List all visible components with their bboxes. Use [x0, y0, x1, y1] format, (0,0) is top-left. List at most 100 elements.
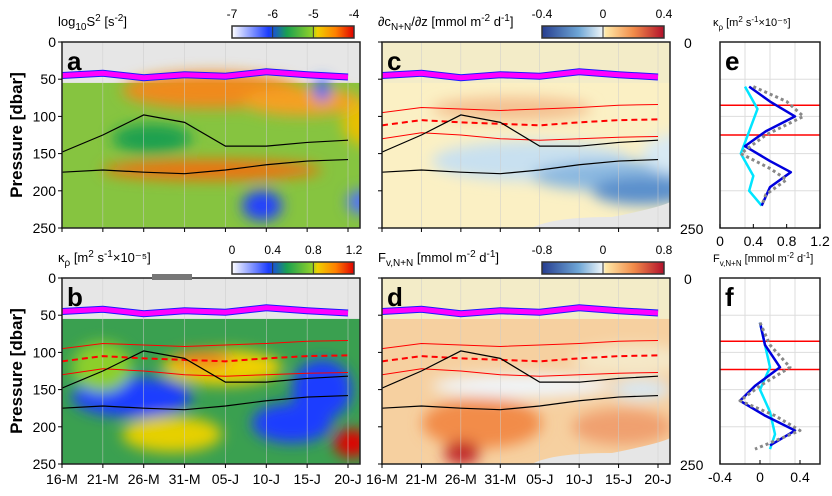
panel-letter: d [387, 282, 403, 312]
title-part: ×10⁻⁵] [758, 17, 790, 29]
label-part: ] [510, 14, 514, 29]
y-tick-label: 0 [684, 271, 692, 287]
y-tick-label: 200 [33, 419, 57, 435]
y-tick-label: 200 [33, 183, 57, 199]
panel-letter: f [725, 282, 734, 312]
colorbar-tick-label: 0 [600, 243, 607, 257]
heatmap-cell [334, 429, 360, 458]
heatmap-cell [642, 134, 670, 173]
label-part: ] [495, 250, 499, 265]
label-part: [s [101, 14, 115, 29]
colorbar-tick-label: -7 [227, 7, 238, 21]
x-tick-label: 0.4 [744, 233, 764, 249]
heatmap-cell [242, 87, 360, 116]
label-part: κ [58, 250, 65, 265]
colorbar-tick-label: 0.4 [264, 243, 281, 257]
x-tick-label: 15-J [605, 471, 632, 487]
heatmap-cell [342, 102, 360, 145]
black-contour [382, 394, 659, 411]
title-part: ρ [719, 23, 724, 32]
colorbar-label: κρ [m2 s-1×10⁻⁵] [58, 249, 151, 269]
panel-letter: e [725, 46, 739, 76]
profile-line [739, 86, 763, 207]
y-tick-label: 250 [33, 220, 57, 236]
label-part: N+N [391, 22, 411, 33]
title-part: -1 [751, 15, 759, 24]
title-part: -1 [803, 251, 811, 260]
heatmap-cell [432, 373, 612, 398]
heatmap-cell [252, 403, 332, 444]
x-tick-label: 0 [756, 469, 764, 485]
x-tick-label: 05-J [526, 471, 553, 487]
magenta-band [62, 69, 349, 81]
x-tick-label: 26-M [445, 471, 477, 487]
x-tick-label: -0.4 [708, 469, 732, 485]
y-tick-label: 50 [40, 71, 56, 87]
title-part: [m [723, 17, 738, 29]
x-tick-label: 31-M [169, 471, 201, 487]
profile-panel-e: e 0 0.4 0.8 1.2 κρ [m2 s-1×10⁻⁵] [713, 15, 830, 249]
y-axis-label: Pressure [dbar] [7, 308, 26, 434]
black-contour [62, 394, 349, 411]
colorbar-tick-label: -0.4 [532, 7, 553, 21]
panel-frame [61, 41, 361, 229]
x-tick-label: 21-M [405, 471, 437, 487]
label-part: ] [123, 14, 127, 29]
colorbar-tick-label: 0.4 [656, 7, 673, 21]
black-contour [62, 114, 349, 153]
colorbar-tick-label: -4 [349, 7, 360, 21]
title-part: s [743, 17, 752, 29]
title-part: v,N+N [720, 259, 742, 268]
label-part: d [490, 14, 501, 29]
y-tick-label: 100 [33, 108, 57, 124]
x-tick-label: 16-M [366, 471, 398, 487]
heatmap-cell [432, 96, 592, 121]
title-part: [mmol m [742, 253, 787, 265]
red-contour [62, 339, 349, 350]
panel-letter: a [67, 46, 82, 76]
panel-frame [719, 41, 821, 229]
y-tick-label: 100 [33, 344, 57, 360]
y-tick-label: 0 [684, 35, 692, 51]
axis-title: Fv,N+N [mmol m-2 d-1] [713, 251, 813, 268]
y-tick-label: 250 [680, 221, 704, 237]
label-part: s [94, 250, 105, 265]
heatmap-cell [592, 176, 670, 205]
heatmap-cell [72, 342, 132, 393]
y-tick-label: 250 [680, 457, 704, 473]
y-axis-label: Pressure [dbar] [7, 72, 26, 198]
heatmap-cell [347, 190, 360, 214]
black-contour [382, 158, 659, 175]
label-part: -2 [467, 249, 476, 260]
x-tick-label: 26-M [128, 471, 160, 487]
colorbar-tick-label: 0 [600, 7, 607, 21]
label-part: S [86, 14, 95, 29]
red-contour [382, 103, 659, 114]
title-part: ] [810, 253, 813, 265]
red-dashed-contour [382, 354, 659, 363]
label-part: -2 [114, 13, 123, 24]
heatmap [62, 278, 360, 464]
y-tick-label: 0 [48, 270, 56, 286]
profile-panel-f: f -0.4 0 0.4 Fv,N+N [mmol m-2 d-1] [708, 251, 821, 485]
x-tick-label: 31-M [484, 471, 516, 487]
x-tick-label: 16-M [46, 471, 78, 487]
colorbar-tick-label: -6 [267, 7, 278, 21]
label-part: [mmol m [413, 250, 466, 265]
heatmap-cell [242, 190, 282, 221]
title-part: d [794, 253, 803, 265]
label-part: /∂z [mmol m [411, 14, 481, 29]
black-contour [382, 350, 659, 389]
no-data-region [532, 438, 670, 464]
panel-a: a0 50 100 150 200 250 log10S2 [s-2] -7 -6 -5 -4 [33, 7, 361, 236]
x-tick-label: 10-J [566, 471, 593, 487]
label-part: d [476, 250, 487, 265]
heatmap-blobs [432, 96, 670, 205]
colorbar-tick-label: -5 [308, 7, 319, 21]
heatmap [62, 42, 360, 228]
x-tick-label: 10-J [253, 471, 280, 487]
profile-line [739, 85, 805, 207]
